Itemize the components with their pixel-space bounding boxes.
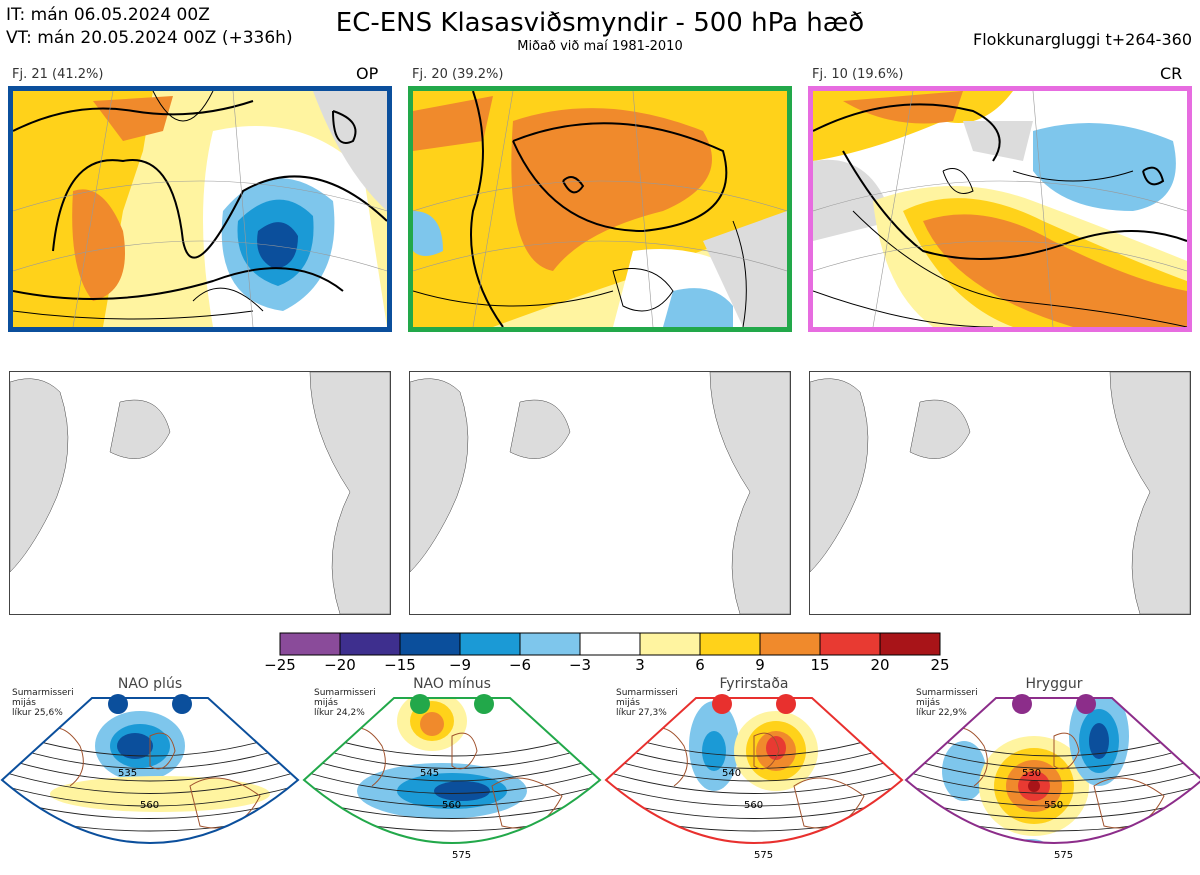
page-title: EC-ENS Klasasviðsmyndir - 500 hPa hæð [335, 8, 865, 38]
regime-contour-label: 530 [1022, 768, 1041, 779]
regime-contour-label: 535 [118, 768, 137, 779]
colorbar-swatch [579, 632, 641, 656]
regime-marker-dot [1076, 694, 1096, 714]
regime-contour-label: 575 [1054, 850, 1073, 861]
regime-season: Sumarmisseri [314, 688, 376, 698]
regime-marker-dot [410, 694, 430, 714]
regime-marker-dot [712, 694, 732, 714]
colorbar-tick-label: 20 [870, 656, 890, 674]
regime-panel: 545 560 575 NAO mínus Sumarmisseri mijás líkur… [302, 676, 602, 871]
colorbar-swatch [699, 632, 761, 656]
regime-contour-label: 575 [754, 850, 773, 861]
regime-title: NAO mínus [413, 676, 491, 692]
colorbar-swatch [519, 632, 581, 656]
regime-season: Sumarmisseri [916, 688, 978, 698]
regime-mean: mijás [314, 698, 338, 708]
regime-contour-label: 550 [1044, 800, 1063, 811]
regime-marker-dot [172, 694, 192, 714]
cluster-2-label: Fj. 20 (39.2%) [412, 67, 504, 82]
regime-panel: 530 550 575 Hryggur Sumarmisseri mijás líkur 2… [904, 676, 1200, 871]
regime-map: 545 560 575 [302, 694, 602, 861]
colorbar-tick-label: 9 [755, 656, 765, 674]
regime-panel: 535 560 NAO plús Sumarmisseri mijás líkur 25,… [0, 676, 300, 871]
colorbar-tick-label: 25 [930, 656, 950, 674]
regime-season: Sumarmisseri [616, 688, 678, 698]
regime-mean: mijás [616, 698, 640, 708]
regime-marker-dot [108, 694, 128, 714]
regime-contour-label: 540 [722, 768, 741, 779]
regime-contour-label: 545 [420, 768, 439, 779]
cluster-2-map [408, 86, 792, 332]
regime-title: Hryggur [1025, 676, 1083, 692]
cluster-1-tag: OP [356, 64, 379, 83]
regime-contour-label: 560 [140, 800, 159, 811]
cluster-3-label: Fj. 10 (19.6%) [812, 67, 904, 82]
colorbar-swatch [639, 632, 701, 656]
regime-marker-dot [474, 694, 494, 714]
regime-mean: mijás [916, 698, 940, 708]
colorbar-tick-label: 3 [635, 656, 645, 674]
anomaly-map-3 [809, 371, 1191, 615]
regime-contour-label: 560 [744, 800, 763, 811]
classification-window: Flokkunargluggi t+264-360 [973, 30, 1192, 49]
colorbar-tick-label: 6 [695, 656, 705, 674]
regime-probability: líkur 22,9% [916, 708, 967, 718]
valid-time: VT: mán 20.05.2024 00Z (+336h) [6, 28, 293, 48]
cluster-3-map [808, 86, 1192, 332]
regime-marker-dot [1012, 694, 1032, 714]
header-left: IT: mán 06.05.2024 00Z VT: mán 20.05.202… [6, 4, 293, 50]
regime-probability: líkur 27,3% [616, 708, 667, 718]
cluster-1-map [8, 86, 392, 332]
colorbar-swatch [759, 632, 821, 656]
colorbar [279, 632, 941, 656]
initial-time: IT: mán 06.05.2024 00Z [6, 5, 210, 25]
colorbar-tick-label: −6 [508, 656, 532, 674]
regime-info: Sumarmisseri mijás líkur 24,2% [314, 688, 376, 718]
anomaly-map-2 [409, 371, 791, 615]
regime-info: Sumarmisseri mijás líkur 25,6% [12, 688, 74, 718]
colorbar-swatch [819, 632, 881, 656]
colorbar-swatch [399, 632, 461, 656]
colorbar-tick-label: −20 [324, 656, 356, 674]
colorbar-tick-label: −9 [448, 656, 472, 674]
colorbar-swatch [459, 632, 521, 656]
regime-probability: líkur 24,2% [314, 708, 365, 718]
colorbar-tick-label: 15 [810, 656, 830, 674]
regime-info: Sumarmisseri mijás líkur 27,3% [616, 688, 678, 718]
cluster-3-tag: CR [1160, 64, 1183, 83]
colorbar-swatch [279, 632, 341, 656]
page-subtitle: Miðað við maí 1981-2010 [517, 39, 683, 54]
regime-map: 540 560 575 [604, 694, 904, 861]
colorbar-swatch [879, 632, 941, 656]
regime-season: Sumarmisseri [12, 688, 74, 698]
cluster-1-label: Fj. 21 (41.2%) [12, 67, 104, 82]
regime-panel: 540 560 575 Fyrirstaða Sumarmisseri mijás líku… [604, 676, 904, 871]
regime-contour-label: 575 [452, 850, 471, 861]
colorbar-tick-label: −15 [384, 656, 416, 674]
regime-mean: mijás [12, 698, 36, 708]
regime-map: 530 550 575 [904, 694, 1200, 861]
regime-title: NAO plús [117, 676, 183, 692]
colorbar-swatch [339, 632, 401, 656]
regime-info: Sumarmisseri mijás líkur 22,9% [916, 688, 978, 718]
colorbar-tick-label: −3 [568, 656, 592, 674]
regime-map: 535 560 [0, 694, 300, 844]
regime-probability: líkur 25,6% [12, 708, 63, 718]
colorbar-tick-label: −25 [264, 656, 296, 674]
regime-marker-dot [776, 694, 796, 714]
regime-contour-label: 560 [442, 800, 461, 811]
regime-title: Fyrirstaða [719, 676, 789, 692]
anomaly-map-1 [9, 371, 391, 615]
